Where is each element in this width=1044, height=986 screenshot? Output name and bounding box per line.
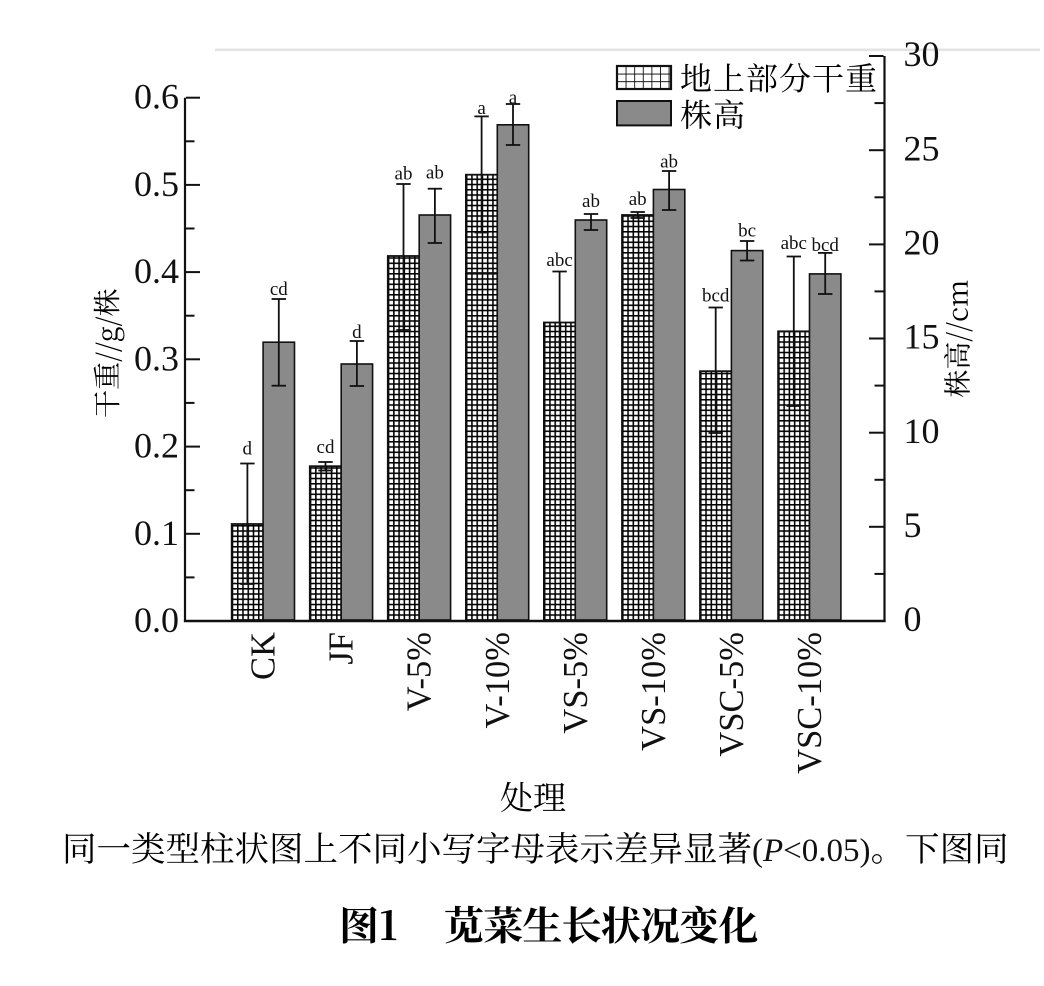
svg-text:JF: JF — [323, 632, 361, 665]
svg-text:0: 0 — [904, 599, 922, 639]
svg-text:ab: ab — [395, 164, 413, 185]
svg-text:VSC-5%: VSC-5% — [713, 632, 751, 757]
svg-text:V-5%: V-5% — [401, 632, 439, 711]
svg-text:abc: abc — [781, 233, 807, 254]
svg-text:VSC-10%: VSC-10% — [791, 632, 829, 774]
svg-text:bc: bc — [738, 221, 756, 242]
svg-text:V-10%: V-10% — [479, 632, 517, 728]
svg-text:5: 5 — [904, 505, 922, 545]
svg-text:0.5: 0.5 — [134, 164, 179, 204]
svg-text:ab: ab — [426, 163, 444, 184]
svg-text:abc: abc — [546, 250, 572, 271]
svg-text:bcd: bcd — [702, 286, 730, 307]
svg-text:15: 15 — [904, 317, 940, 357]
svg-text:CK: CK — [245, 632, 283, 680]
svg-text:0.3: 0.3 — [134, 338, 179, 378]
svg-text:a: a — [509, 87, 518, 108]
svg-text:VS-5%: VS-5% — [557, 632, 595, 734]
svg-text:VS-10%: VS-10% — [635, 632, 673, 751]
svg-text:10: 10 — [904, 411, 940, 451]
svg-text:cd: cd — [270, 279, 288, 300]
svg-text:d: d — [352, 322, 362, 343]
svg-text:0.0: 0.0 — [134, 600, 179, 640]
svg-text:0.1: 0.1 — [134, 513, 179, 553]
svg-text:ab: ab — [629, 189, 647, 210]
svg-text:d: d — [243, 439, 253, 460]
svg-text:bcd: bcd — [811, 235, 839, 256]
svg-text:ab: ab — [582, 191, 600, 212]
svg-text:30: 30 — [904, 34, 940, 74]
svg-text:0.4: 0.4 — [134, 251, 179, 291]
svg-text:(P<0.05): (P<0.05) — [752, 833, 871, 869]
svg-text:25: 25 — [904, 128, 940, 168]
svg-text:20: 20 — [904, 223, 940, 263]
svg-text:cd: cd — [317, 437, 335, 458]
svg-text:a: a — [477, 98, 486, 119]
svg-text:ab: ab — [660, 152, 678, 173]
svg-text:0.6: 0.6 — [134, 77, 179, 117]
svg-text:0.2: 0.2 — [134, 426, 179, 466]
